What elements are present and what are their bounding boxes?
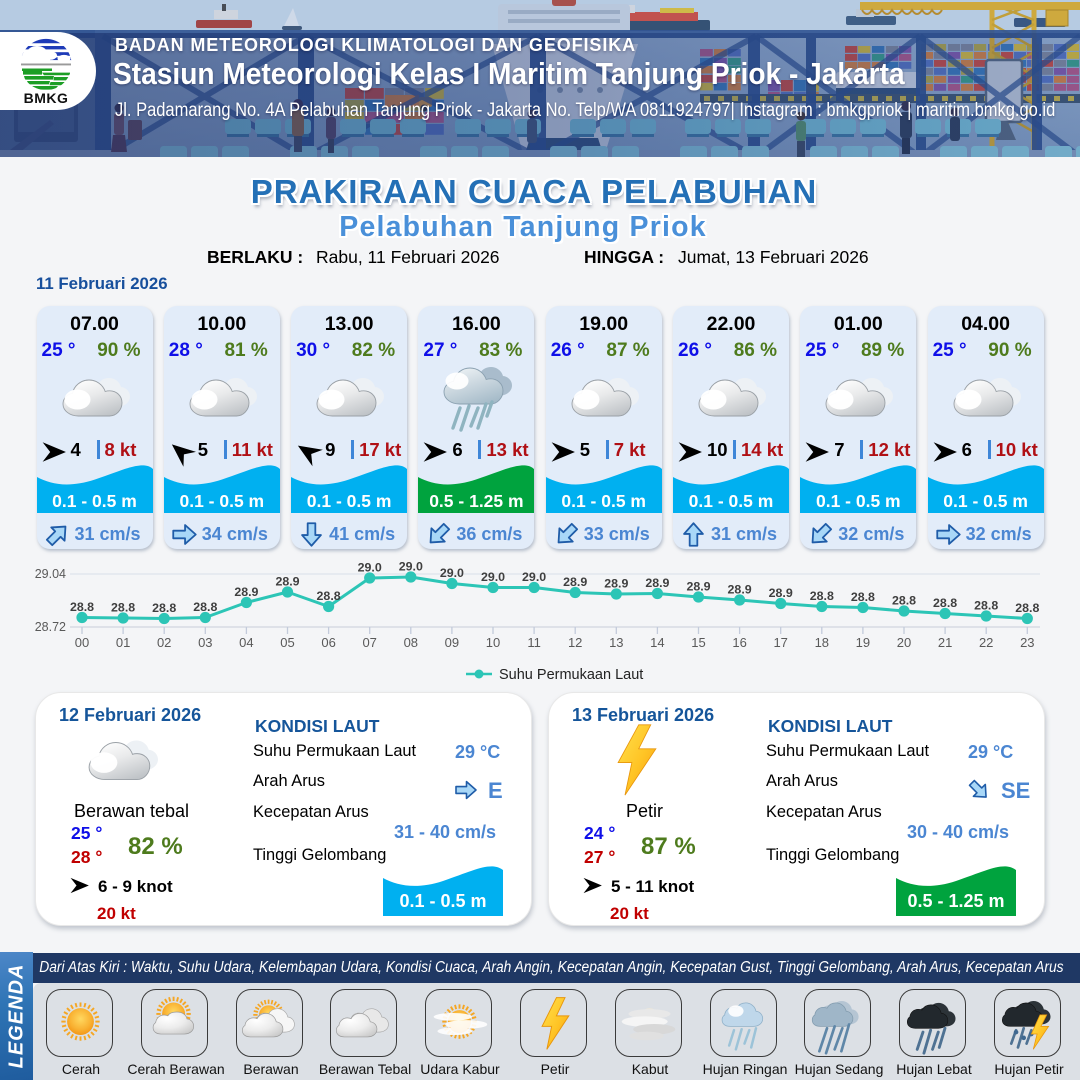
svg-text:28.8: 28.8 [193,600,217,614]
svg-text:Suhu Permukaan Laut: Suhu Permukaan Laut [499,667,643,683]
svg-text:21: 21 [938,635,952,650]
svg-text:29.0: 29.0 [522,570,546,584]
svg-text:08: 08 [404,635,418,650]
svg-text:12: 12 [568,635,582,650]
svg-text:28.8: 28.8 [70,600,94,614]
svg-text:28.8: 28.8 [974,599,998,613]
svg-text:28.8: 28.8 [810,589,834,603]
svg-text:15: 15 [691,635,705,650]
svg-text:28.9: 28.9 [604,577,628,591]
svg-text:14: 14 [650,635,664,650]
svg-text:28.8: 28.8 [933,596,957,610]
svg-text:29.0: 29.0 [440,566,464,580]
svg-text:07: 07 [362,635,376,650]
svg-text:23: 23 [1020,635,1034,650]
svg-text:18: 18 [815,635,829,650]
svg-text:02: 02 [157,635,171,650]
svg-text:28.9: 28.9 [769,586,793,600]
svg-text:28.8: 28.8 [152,601,176,615]
svg-text:03: 03 [198,635,212,650]
svg-text:28.72: 28.72 [35,620,66,634]
svg-text:20: 20 [897,635,911,650]
svg-text:05: 05 [280,635,294,650]
svg-text:28.9: 28.9 [686,580,710,594]
svg-text:28.8: 28.8 [892,594,916,608]
svg-text:10: 10 [486,635,500,650]
svg-text:17: 17 [773,635,787,650]
svg-text:29.0: 29.0 [481,570,505,584]
svg-text:28.8: 28.8 [317,589,341,603]
svg-text:28.9: 28.9 [645,576,669,590]
svg-text:01: 01 [116,635,130,650]
svg-text:04: 04 [239,635,253,650]
svg-text:28.8: 28.8 [111,601,135,615]
svg-text:28.9: 28.9 [275,575,299,589]
svg-text:29.04: 29.04 [35,567,66,581]
svg-text:29.0: 29.0 [399,560,423,574]
svg-text:00: 00 [75,635,89,650]
svg-text:28.9: 28.9 [563,575,587,589]
svg-text:11: 11 [527,635,541,650]
svg-text:28.9: 28.9 [728,583,752,597]
svg-text:28.8: 28.8 [1015,601,1039,615]
svg-text:09: 09 [445,635,459,650]
svg-text:19: 19 [856,635,870,650]
svg-text:28.8: 28.8 [851,590,875,604]
svg-text:28.9: 28.9 [234,585,258,599]
svg-text:22: 22 [979,635,993,650]
svg-text:16: 16 [732,635,746,650]
svg-text:29.0: 29.0 [358,561,382,575]
svg-text:13: 13 [609,635,623,650]
svg-text:06: 06 [321,635,335,650]
